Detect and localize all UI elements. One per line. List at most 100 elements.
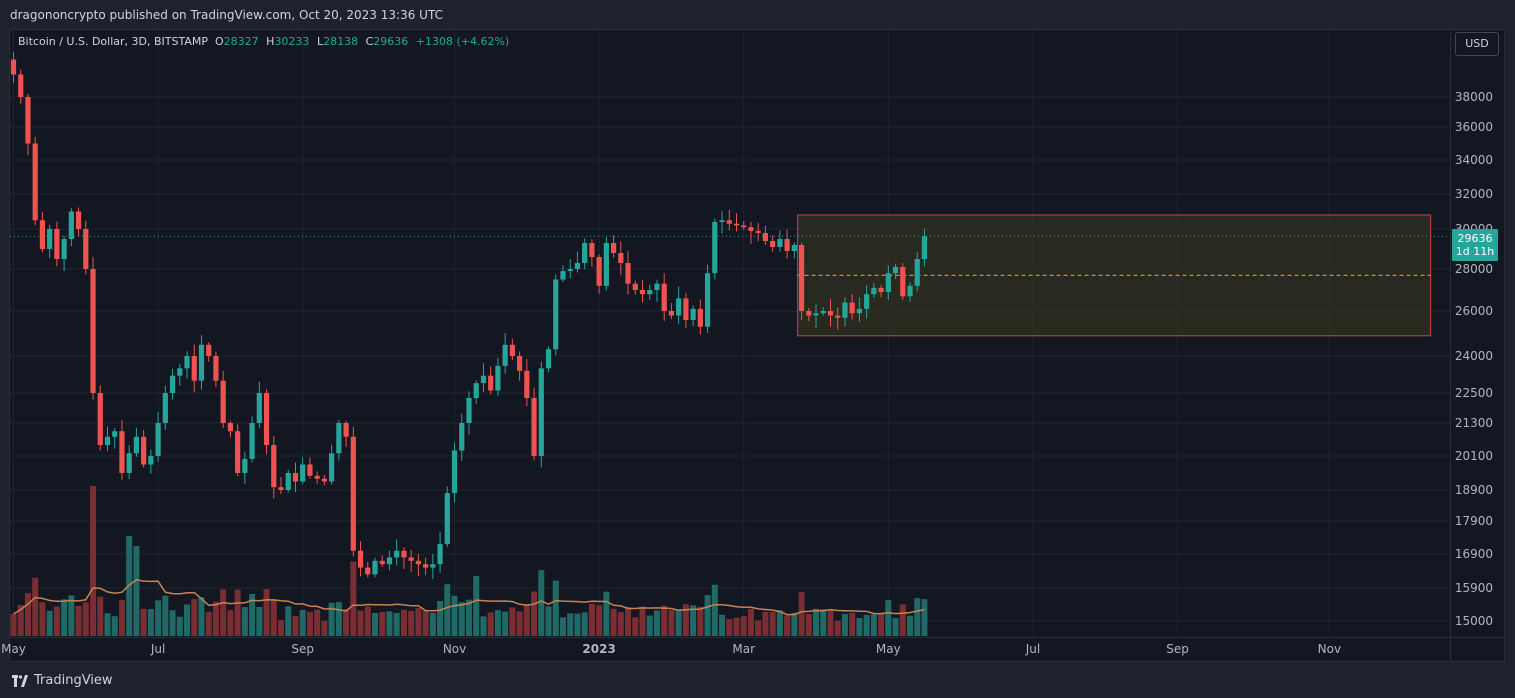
candle-body[interactable] [285,473,291,490]
candle-body[interactable] [683,298,689,320]
candle-body[interactable] [162,393,168,423]
candle-body[interactable] [271,445,277,488]
candle-body[interactable] [827,311,834,316]
candle-body[interactable] [249,423,255,459]
candle-body[interactable] [791,245,797,251]
candle-body[interactable] [517,356,523,371]
candle-body[interactable] [502,344,508,366]
candle-body[interactable] [10,59,17,75]
candle-body[interactable] [386,557,393,565]
candle-body[interactable] [437,544,443,565]
tradingview-logo[interactable]: TradingView [12,673,113,688]
candle-body[interactable] [242,458,248,473]
time-axis[interactable] [10,638,1504,661]
candle-body[interactable] [798,245,805,311]
candle-body[interactable] [690,308,696,320]
candle-body[interactable] [372,560,378,575]
candle-body[interactable] [459,423,465,451]
candle-body[interactable] [806,311,812,316]
candle-body[interactable] [639,290,646,295]
candle-body[interactable] [75,211,82,230]
candle-body[interactable] [83,229,89,269]
candle-body[interactable] [177,368,183,376]
candle-body[interactable] [531,398,537,456]
candle-body[interactable] [596,257,602,286]
candle-body[interactable] [104,436,111,445]
candle-body[interactable] [589,243,595,257]
candle-body[interactable] [495,365,501,391]
candle-body[interactable] [856,308,863,314]
candle-body[interactable] [553,279,559,350]
candle-body[interactable] [704,273,711,327]
candle-body[interactable] [712,222,718,274]
candle-body[interactable] [813,313,819,316]
candle-body[interactable] [119,431,125,473]
candle-body[interactable] [618,253,624,263]
candle-body[interactable] [365,567,371,575]
candle-body[interactable] [430,564,436,568]
candle-body[interactable] [625,263,631,284]
candle-body[interactable] [480,375,487,384]
candle-body[interactable] [444,493,450,545]
candle-body[interactable] [329,453,335,482]
candle-body[interactable] [603,243,609,286]
candle-body[interactable] [748,227,754,231]
candle-body[interactable] [314,475,320,479]
candle-body[interactable] [300,464,306,482]
candle-body[interactable] [97,393,103,445]
candle-body[interactable] [864,294,870,309]
candle-body[interactable] [47,229,53,249]
candle-body[interactable] [466,398,472,423]
candle-body[interactable] [654,283,660,290]
candle-body[interactable] [892,267,899,274]
candle-body[interactable] [68,211,74,240]
candle-body[interactable] [538,368,544,456]
candle-body[interactable] [451,450,458,494]
candle-body[interactable] [61,239,67,259]
candle-body[interactable] [54,229,60,259]
candle-body[interactable] [726,220,732,224]
candle-body[interactable] [18,74,24,98]
candle-body[interactable] [112,431,118,437]
candle-body[interactable] [141,436,147,465]
candle-body[interactable] [169,375,176,393]
candle-body[interactable] [379,560,385,565]
candle-body[interactable] [133,436,140,454]
candle-body[interactable] [227,423,233,432]
candle-body[interactable] [206,344,212,356]
candle-body[interactable] [647,290,653,295]
candle-body[interactable] [661,283,667,311]
candle-body[interactable] [697,308,703,327]
candle-body[interactable] [545,349,552,369]
candle-body[interactable] [292,473,299,482]
candle-body[interactable] [574,263,581,269]
candle-body[interactable] [733,223,740,226]
candle-body[interactable] [871,287,877,295]
candle-body[interactable] [914,259,920,286]
candle-body[interactable] [235,431,241,473]
candle-body[interactable] [632,283,638,290]
candle-body[interactable] [719,220,725,222]
candle-body[interactable] [415,560,421,565]
candle-body[interactable] [907,285,913,297]
candle-body[interactable] [762,233,769,241]
candle-body[interactable] [213,356,219,381]
candle-body[interactable] [524,370,530,398]
candle-body[interactable] [278,487,284,490]
candle-body[interactable] [307,464,313,476]
candle-body[interactable] [321,478,327,482]
candle-body[interactable] [263,393,270,445]
candle-body[interactable] [741,225,747,228]
candle-body[interactable] [32,143,38,221]
candle-body[interactable] [509,344,515,356]
candle-body[interactable] [610,243,617,253]
candle-body[interactable] [184,356,190,369]
candle-body[interactable] [668,311,675,316]
candle-body[interactable] [39,220,46,249]
candle-body[interactable] [676,298,682,316]
candle-body[interactable] [784,239,790,251]
candle-body[interactable] [770,241,776,247]
candle-body[interactable] [755,231,761,233]
candle-body[interactable] [198,344,205,381]
candle-body[interactable] [473,383,479,398]
